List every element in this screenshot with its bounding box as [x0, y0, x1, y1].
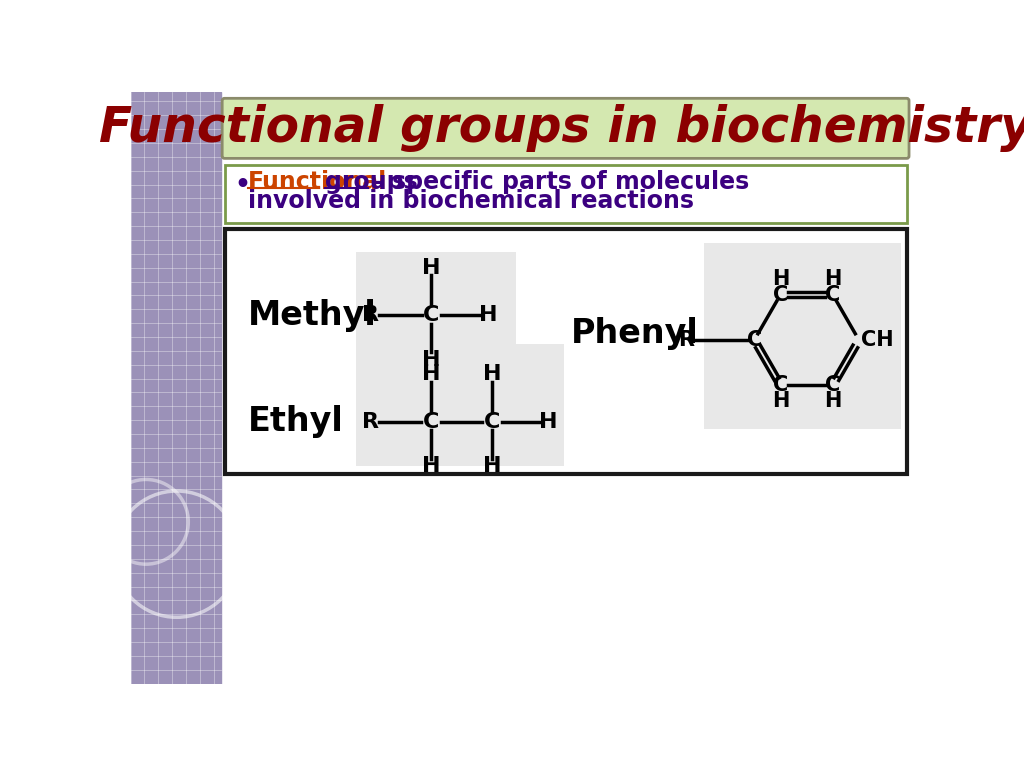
Text: C: C — [825, 285, 841, 305]
Text: H: H — [483, 364, 502, 384]
Text: H: H — [539, 412, 557, 432]
Text: involved in biochemical reactions: involved in biochemical reactions — [248, 190, 693, 214]
Text: •: • — [234, 173, 251, 197]
Text: C: C — [746, 330, 762, 350]
Text: Methyl: Methyl — [248, 299, 377, 332]
Text: C: C — [773, 285, 788, 305]
Text: R: R — [679, 330, 694, 350]
Text: CH: CH — [860, 330, 893, 350]
Text: H: H — [422, 258, 440, 278]
Text: H: H — [824, 270, 842, 290]
Text: Phenyl: Phenyl — [571, 316, 698, 349]
Text: C: C — [423, 306, 439, 326]
Text: Functional groups in biochemistry: Functional groups in biochemistry — [99, 104, 1024, 151]
Text: R: R — [362, 412, 379, 432]
Text: groups: groups — [326, 170, 418, 194]
Text: - specific parts of molecules: - specific parts of molecules — [374, 170, 750, 194]
Text: R: R — [362, 306, 379, 326]
Bar — [705, 243, 900, 429]
Bar — [224, 229, 906, 474]
Text: H: H — [824, 391, 842, 411]
Text: Functional: Functional — [248, 170, 387, 194]
Text: C: C — [484, 412, 501, 432]
Bar — [224, 164, 906, 223]
FancyBboxPatch shape — [222, 98, 909, 158]
Text: C: C — [423, 412, 439, 432]
Text: H: H — [772, 391, 790, 411]
Bar — [356, 344, 564, 465]
Text: C: C — [825, 376, 841, 396]
Text: Ethyl: Ethyl — [248, 406, 343, 439]
Text: H: H — [422, 350, 440, 370]
Text: H: H — [772, 270, 790, 290]
Bar — [131, 92, 221, 684]
Text: C: C — [773, 376, 788, 396]
Text: H: H — [483, 456, 502, 476]
Text: H: H — [422, 456, 440, 476]
Text: H: H — [479, 306, 498, 326]
Bar — [356, 252, 516, 373]
Text: H: H — [422, 364, 440, 384]
